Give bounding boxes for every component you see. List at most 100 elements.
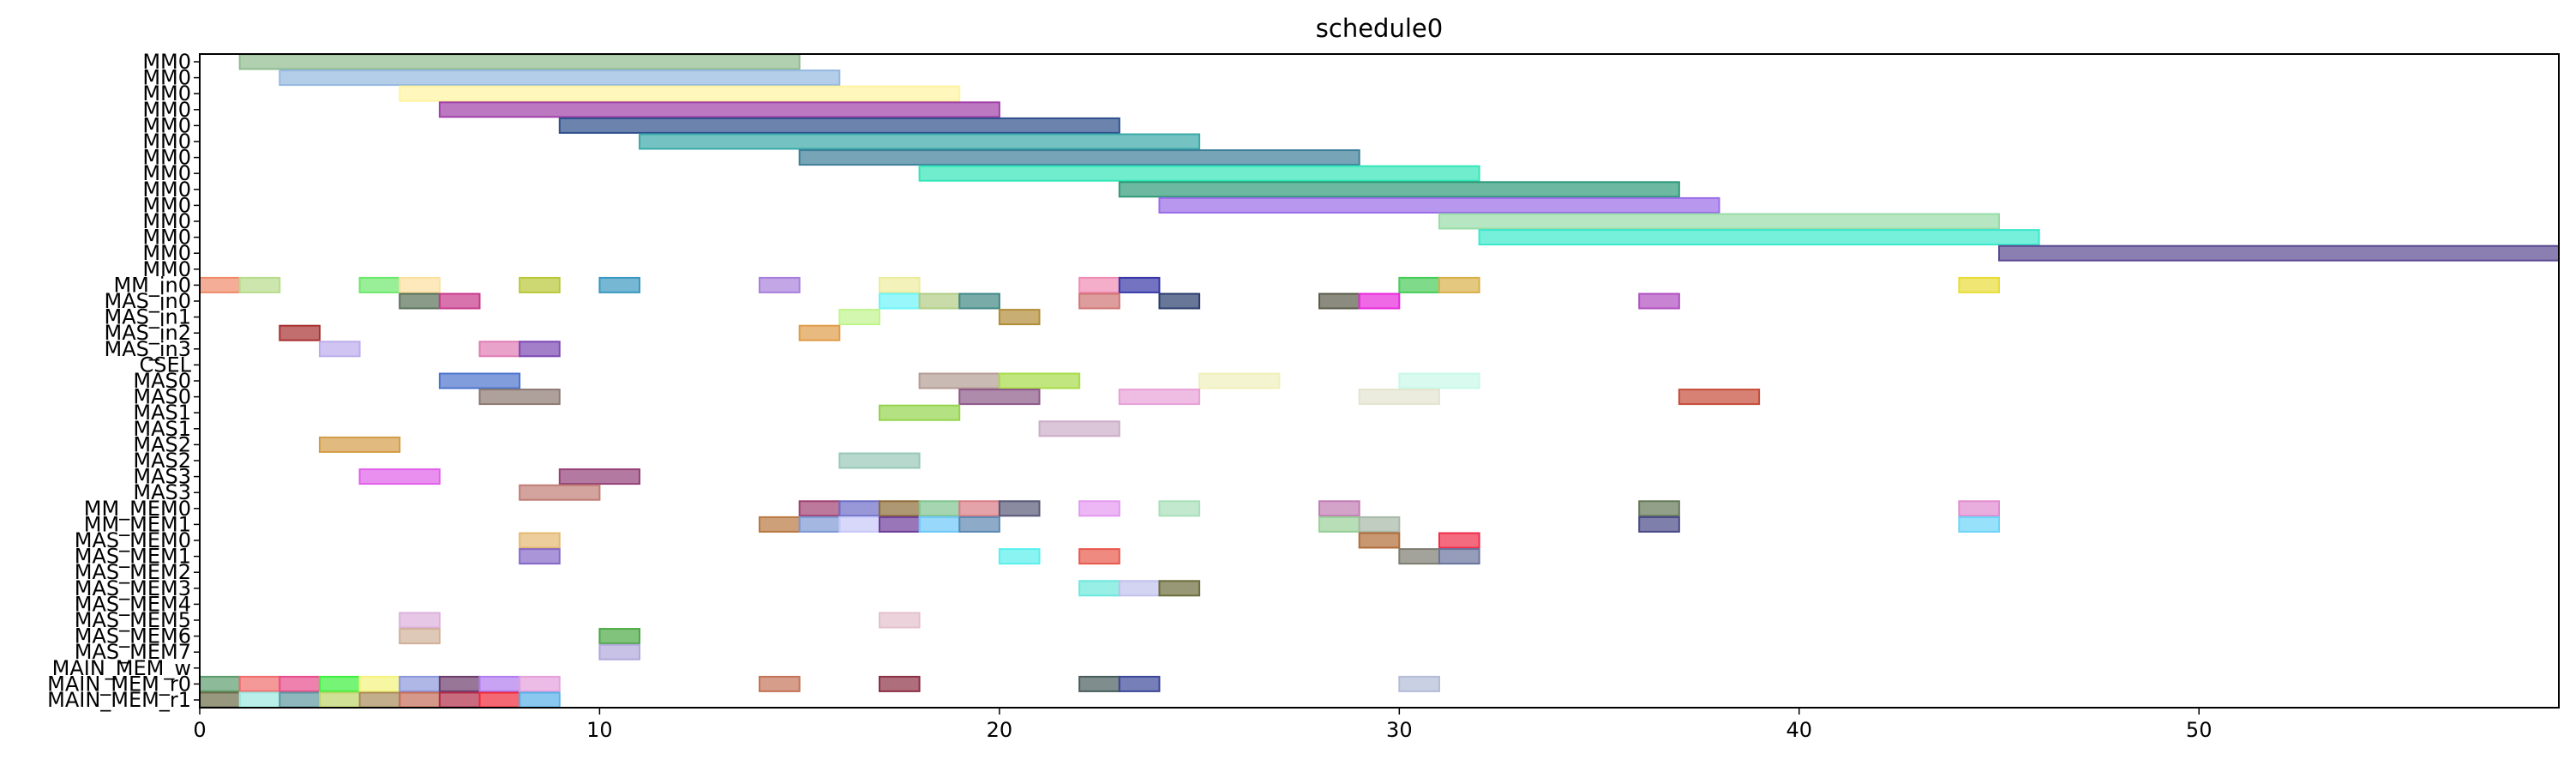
task-bar: [1198, 372, 1281, 389]
row-label: MAS2: [133, 449, 191, 473]
task-bar: [958, 500, 1000, 517]
task-bar: [558, 117, 1120, 134]
task-bar: [838, 452, 921, 469]
task-bar: [878, 675, 921, 692]
task-bar: [318, 691, 361, 709]
y-axis-labels: MM0MM0MM0MM0MM0MM0MM0MM0MM0MM0MM0MM0MM0M…: [47, 50, 200, 712]
task-bar: [958, 389, 1041, 406]
task-bar: [519, 532, 561, 549]
task-bar: [399, 691, 441, 709]
task-bar: [199, 276, 241, 293]
row-label: MAS_MEM3: [75, 576, 191, 600]
row-label: MAS3: [133, 465, 191, 489]
row-label: MAS_MEM0: [75, 528, 191, 552]
task-bar: [1958, 516, 2000, 533]
task-bar: [399, 293, 441, 310]
task-bar: [1318, 293, 1360, 310]
row-label: MAS_in1: [104, 305, 191, 329]
row-label: MM_MEM1: [84, 512, 191, 536]
row-label: MM0: [142, 98, 191, 122]
task-bar: [998, 309, 1041, 326]
task-bar: [438, 372, 521, 389]
task-bar: [1118, 181, 1680, 198]
task-bar: [958, 293, 1000, 310]
task-bar: [1078, 500, 1120, 517]
task-bar: [1358, 389, 1440, 406]
row-label: MAS_MEM4: [75, 592, 191, 616]
task-bar: [918, 165, 1480, 182]
task-bar: [1118, 675, 1161, 692]
row-label: MAS_MEM7: [75, 640, 191, 664]
task-bar: [199, 675, 241, 692]
task-bar: [878, 404, 961, 421]
row-label: MAIN_MEM_r1: [47, 688, 191, 712]
task-bar: [798, 324, 841, 341]
row-label: MAS_MEM2: [75, 560, 191, 584]
task-bar: [1118, 276, 1161, 293]
task-bar: [238, 276, 281, 293]
task-bar: [399, 612, 441, 629]
task-bar: [478, 341, 521, 358]
task-bar: [998, 372, 1081, 389]
task-bar: [1358, 516, 1401, 533]
x-tick-label: 0: [193, 718, 206, 742]
task-bar: [759, 675, 801, 692]
task-bar: [958, 516, 1000, 533]
task-bar: [438, 293, 481, 310]
task-bar: [399, 628, 441, 645]
task-bar: [238, 691, 281, 709]
task-bar: [399, 675, 441, 692]
row-label: MM0: [142, 209, 191, 233]
task-bar: [358, 468, 441, 486]
task-bar: [318, 675, 361, 692]
row-label: MAS3: [133, 480, 191, 504]
task-bar: [838, 309, 880, 326]
task-bar: [1398, 372, 1480, 389]
task-bar: [838, 516, 880, 533]
task-bar: [918, 293, 961, 310]
task-bar: [1358, 293, 1401, 310]
row-label: MM0: [142, 193, 191, 217]
row-label: CSEL: [139, 353, 191, 377]
task-bar: [759, 516, 801, 533]
task-bar: [1398, 276, 1440, 293]
task-bar: [598, 628, 641, 645]
task-bar: [279, 324, 321, 341]
x-tick-label: 20: [987, 718, 1013, 742]
task-bar: [798, 149, 1360, 166]
row-label: MM0: [142, 50, 191, 74]
task-bar: [918, 516, 961, 533]
task-bar: [1078, 293, 1120, 310]
task-bar: [519, 675, 561, 692]
row-label: MAS0: [133, 369, 191, 393]
row-label: MAS2: [133, 432, 191, 456]
task-bar: [798, 500, 841, 517]
task-bar: [519, 548, 561, 565]
row-label: MAS_MEM6: [75, 624, 191, 648]
task-bar: [558, 468, 641, 486]
row-label: MM0: [142, 257, 191, 281]
task-bar: [1118, 580, 1161, 597]
task-bar: [358, 691, 401, 709]
task-bar: [279, 691, 321, 709]
task-bar: [279, 69, 841, 87]
task-bar: [438, 675, 481, 692]
row-label: MAS1: [133, 401, 191, 425]
task-bar: [399, 85, 961, 102]
row-label: MM0: [142, 226, 191, 250]
task-bar: [238, 675, 281, 692]
row-label: MAS_MEM1: [75, 545, 191, 569]
task-bar: [399, 276, 441, 293]
task-bar: [838, 500, 880, 517]
task-bar: [918, 372, 1000, 389]
row-label: MAIN_MEM_w: [52, 656, 191, 680]
task-bar: [878, 293, 921, 310]
task-bar: [598, 276, 641, 293]
task-bar: [918, 500, 961, 517]
row-label: MM0: [142, 66, 191, 90]
task-bar: [598, 643, 641, 660]
task-bar: [318, 436, 401, 453]
task-bar: [878, 516, 921, 533]
task-bar: [519, 691, 561, 709]
